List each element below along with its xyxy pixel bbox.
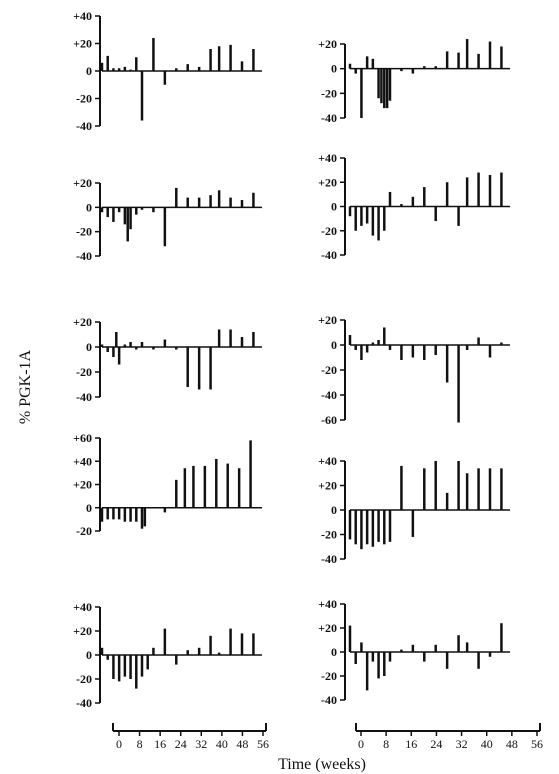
panel-row4-right: +40 +20 0 -20 -40 — [318, 454, 510, 566]
y-tick-label: +40 — [73, 600, 92, 614]
y-tick-label: 0 — [86, 200, 92, 214]
panel-row1-right: +20 0 -20 -40 — [318, 37, 510, 125]
x-axes-group: 0 8 16 24 32 40 48 56 0 8 16 24 32 40 48 56 — [112, 723, 543, 751]
y-tick-label: -40 — [76, 249, 92, 263]
x-tick-label: 8 — [383, 737, 389, 751]
y-tick-label: 0 — [86, 64, 92, 78]
y-tick-label: +20 — [73, 478, 92, 492]
y-tick-label: 0 — [86, 501, 92, 515]
x-tick-label: 0 — [116, 737, 122, 751]
x-tick-label: 16 — [405, 737, 417, 751]
y-tick-label: 0 — [86, 648, 92, 662]
x-axis-bottom-right: 0 8 16 24 32 40 48 56 — [355, 723, 543, 751]
y-tick-label: 0 — [331, 503, 337, 517]
y-tick-label: -20 — [321, 86, 337, 100]
y-tick-label: -20 — [321, 224, 337, 238]
y-tick-label: +20 — [73, 176, 92, 190]
y-tick-label: 0 — [331, 62, 337, 76]
x-tick-label: 48 — [236, 737, 248, 751]
y-tick-label: -20 — [76, 672, 92, 686]
panel-row1-left: +40 +20 0 -20 -40 — [73, 9, 262, 133]
x-axis-bottom-left: 0 8 16 24 32 40 48 56 — [112, 723, 269, 751]
x-tick-label: 24 — [175, 737, 187, 751]
panel-row2-right: +40 +20 0 -20 -40 — [318, 151, 510, 262]
y-tick-label: -40 — [76, 119, 92, 133]
x-tick-label: 32 — [195, 737, 207, 751]
x-tick-label: 16 — [154, 737, 166, 751]
y-tick-label: -20 — [76, 225, 92, 239]
x-tick-label: 24 — [430, 737, 442, 751]
y-tick-label: +40 — [318, 151, 337, 165]
y-tick-label: 0 — [331, 338, 337, 352]
x-tick-label: 40 — [216, 737, 228, 751]
panel-row2-left: +20 0 -20 -40 — [73, 176, 262, 263]
y-tick-label: -20 — [76, 365, 92, 379]
y-tick-label: -40 — [321, 552, 337, 566]
y-tick-label: +20 — [318, 479, 337, 493]
x-tick-label: 48 — [506, 737, 518, 751]
x-tick-label: 8 — [137, 737, 143, 751]
x-tick-label: 56 — [257, 737, 269, 751]
y-axis-title: % PGK-1A — [17, 349, 34, 424]
y-tick-label: -20 — [321, 669, 337, 683]
y-tick-label: -60 — [321, 413, 337, 427]
y-tick-label: 0 — [331, 200, 337, 214]
panel-row3-left: +20 0 -20 -40 — [73, 315, 262, 404]
panel-row4-left: +60 +40 +20 0 -20 — [73, 431, 262, 538]
x-tick-label: 32 — [456, 737, 468, 751]
y-tick-label: +20 — [318, 175, 337, 189]
y-tick-label: 0 — [86, 340, 92, 354]
panel-row5-left: +40 +20 0 -20 -40 — [73, 600, 262, 710]
x-axis-title: Time (weeks) — [278, 756, 366, 773]
y-tick-label: -20 — [76, 92, 92, 106]
y-tick-label: -40 — [76, 696, 92, 710]
y-tick-label: 0 — [331, 645, 337, 659]
x-tick-label: 0 — [358, 737, 364, 751]
y-tick-label: +20 — [73, 37, 92, 51]
y-tick-label: -40 — [321, 693, 337, 707]
x-tick-label: 40 — [481, 737, 493, 751]
y-tick-label: +20 — [318, 621, 337, 635]
y-tick-label: -20 — [321, 528, 337, 542]
y-tick-label: +20 — [73, 315, 92, 329]
y-tick-label: +20 — [318, 313, 337, 327]
y-tick-label: +40 — [73, 9, 92, 23]
y-tick-label: +40 — [318, 454, 337, 468]
x-tick-label: 56 — [531, 737, 543, 751]
y-tick-label: +40 — [318, 597, 337, 611]
y-tick-label: -20 — [321, 363, 337, 377]
y-tick-label: -40 — [321, 388, 337, 402]
panels-group: +40 +20 0 -20 -40 +20 0 -20 -40 +20 0 -20 -40 +40 +20 0… — [73, 9, 510, 710]
y-tick-label: -40 — [76, 390, 92, 404]
y-tick-label: +20 — [73, 624, 92, 638]
y-tick-label: -20 — [76, 524, 92, 538]
panel-row5-right: +40 +20 0 -20 -40 — [318, 597, 510, 707]
y-tick-label: -40 — [321, 248, 337, 262]
y-tick-label: +40 — [73, 454, 92, 468]
panel-row3-right: +20 0 -20 -40 -60 — [318, 313, 510, 427]
y-tick-label: +60 — [73, 431, 92, 445]
y-tick-label: +20 — [318, 37, 337, 51]
y-tick-label: -40 — [321, 111, 337, 125]
